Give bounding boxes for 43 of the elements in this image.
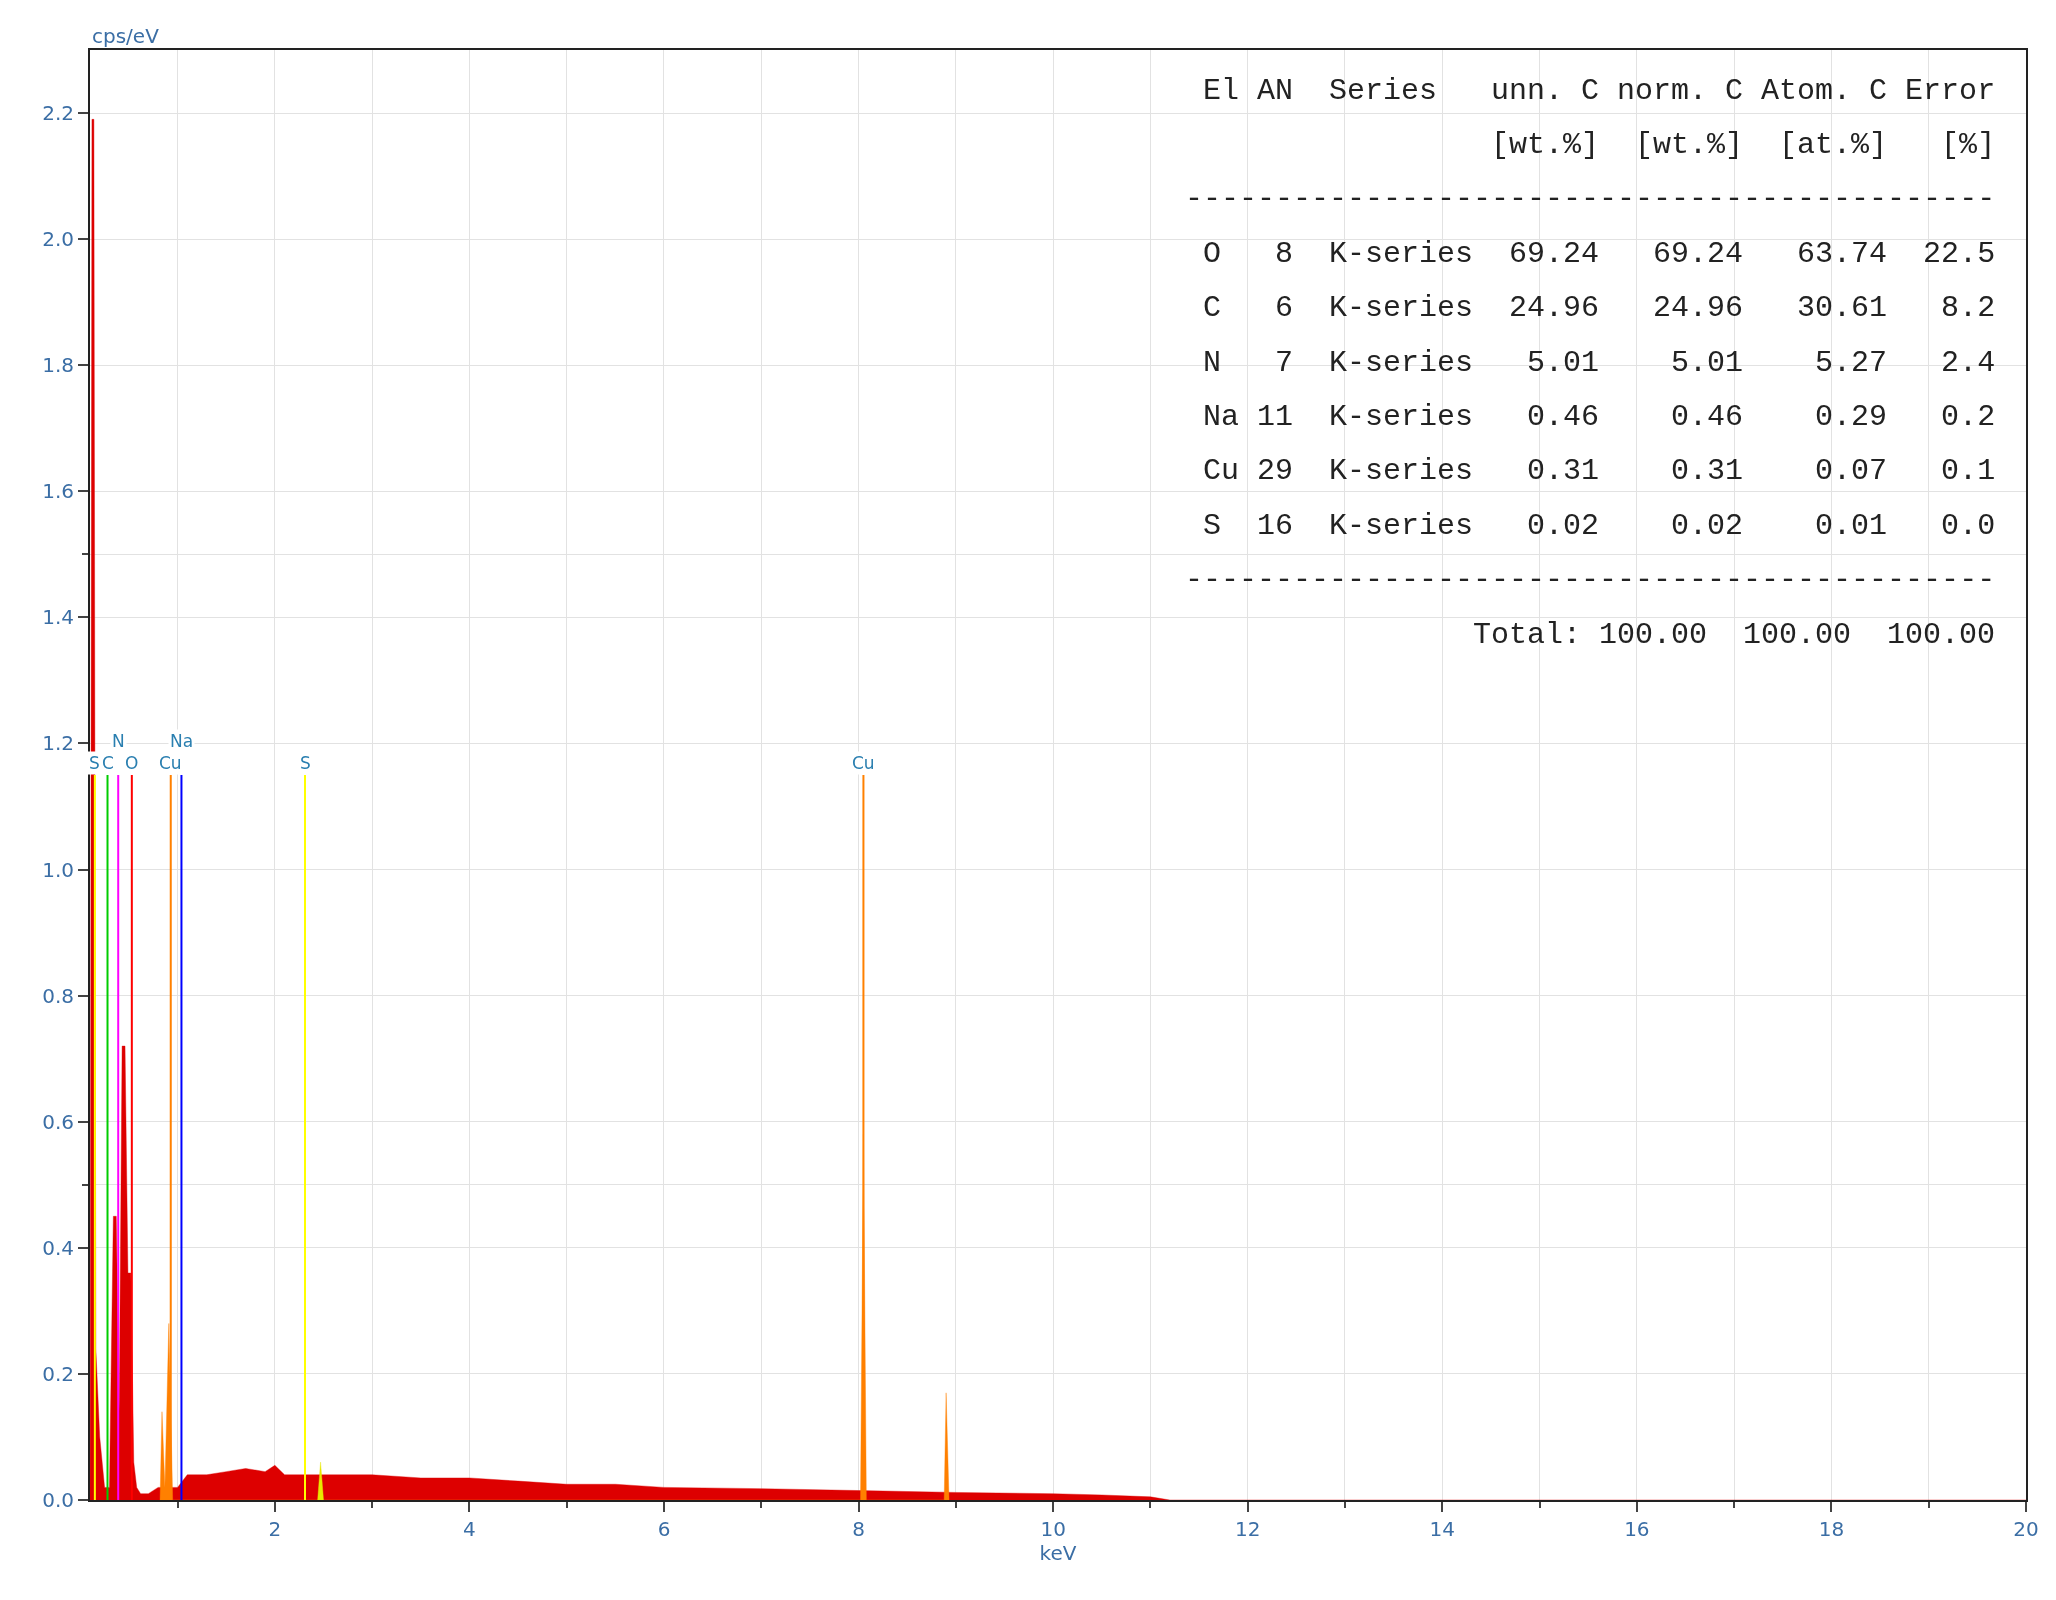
x-tick-label: 6 <box>657 1517 671 1541</box>
x-tick-label: 4 <box>463 1517 476 1541</box>
ref-line-label: O <box>125 753 139 773</box>
ref-line-label: S <box>89 753 100 773</box>
annotation: --------------------------------------------- <box>1185 182 1996 216</box>
y-tick-label: 2.0 <box>42 227 74 252</box>
annotation: Na 11 K-series 0.46 0.46 0.29 0.2 <box>1203 400 1996 434</box>
y-tick-label: 1.0 <box>42 857 74 882</box>
x-tick-label: 12 <box>1234 1517 1261 1541</box>
annotation: --------------------------------------------- <box>1185 563 1996 597</box>
annotation: N 7 K-series 5.01 5.01 5.27 2.4 <box>1203 346 1996 380</box>
y-tick-label: 0.2 <box>42 1361 74 1386</box>
x-axis-title: keV <box>1039 1541 1077 1565</box>
x-tick-label: 10 <box>1040 1517 1066 1541</box>
annotation: [wt.%] [wt.%] [at.%] [%] <box>1203 128 1996 162</box>
annotation: Cu 29 K-series 0.31 0.31 0.07 0.1 <box>1203 454 1996 488</box>
y-tick-label: 1.8 <box>42 353 74 378</box>
ref-line-label: Na <box>170 731 194 751</box>
x-tick-label: 18 <box>1818 1517 1845 1541</box>
ref-line-label: S <box>300 753 311 773</box>
y-axis-title: cps/eV <box>92 24 160 48</box>
y-tick-label: 2.2 <box>42 101 74 126</box>
annotation: El AN Series unn. C norm. C Atom. C Error <box>1203 74 1996 108</box>
annotation: O 8 K-series 69.24 69.24 63.74 22.5 <box>1203 237 1996 271</box>
x-tick-label: 2 <box>268 1517 282 1541</box>
x-tick-label: 14 <box>1429 1517 1456 1541</box>
y-tick-label: 0.6 <box>42 1109 74 1134</box>
annotation: C 6 K-series 24.96 24.96 30.61 8.2 <box>1203 291 1996 325</box>
x-tick-label: 8 <box>852 1517 865 1541</box>
y-tick-label: 0.4 <box>42 1235 74 1260</box>
ref-line-label: N <box>112 731 125 751</box>
y-tick-label: 0.0 <box>42 1488 74 1512</box>
y-tick-label: 1.2 <box>42 731 74 756</box>
ref-line-label: Cu <box>159 753 182 773</box>
y-tick-label: 1.4 <box>42 605 74 630</box>
annotation: Total: 100.00 100.00 100.00 <box>1275 618 1996 652</box>
y-tick-label: 0.8 <box>42 983 74 1008</box>
ref-line-label: Cu <box>852 753 875 773</box>
ref-line-label: C <box>102 753 114 773</box>
y-tick-label: 1.6 <box>42 479 74 504</box>
annotation: S 16 K-series 0.02 0.02 0.01 0.0 <box>1203 509 1996 543</box>
x-tick-label: 16 <box>1624 1517 1650 1541</box>
x-tick-label: 20 <box>2013 1517 2039 1541</box>
